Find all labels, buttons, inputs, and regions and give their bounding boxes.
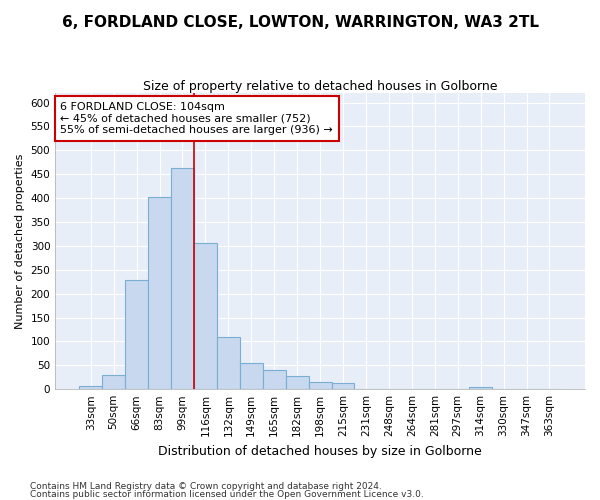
Bar bbox=[332, 384, 355, 389]
Bar bbox=[263, 370, 286, 389]
Bar bbox=[125, 280, 148, 389]
Bar bbox=[308, 382, 332, 389]
Text: 6 FORDLAND CLOSE: 104sqm
← 45% of detached houses are smaller (752)
55% of semi-: 6 FORDLAND CLOSE: 104sqm ← 45% of detach… bbox=[61, 102, 333, 135]
X-axis label: Distribution of detached houses by size in Golborne: Distribution of detached houses by size … bbox=[158, 444, 482, 458]
Y-axis label: Number of detached properties: Number of detached properties bbox=[15, 154, 25, 329]
Bar bbox=[194, 242, 217, 389]
Bar bbox=[79, 386, 102, 389]
Bar bbox=[240, 364, 263, 389]
Bar bbox=[217, 336, 240, 389]
Bar bbox=[102, 375, 125, 389]
Text: Contains public sector information licensed under the Open Government Licence v3: Contains public sector information licen… bbox=[30, 490, 424, 499]
Bar bbox=[171, 168, 194, 389]
Text: 6, FORDLAND CLOSE, LOWTON, WARRINGTON, WA3 2TL: 6, FORDLAND CLOSE, LOWTON, WARRINGTON, W… bbox=[62, 15, 539, 30]
Text: Contains HM Land Registry data © Crown copyright and database right 2024.: Contains HM Land Registry data © Crown c… bbox=[30, 482, 382, 491]
Bar bbox=[286, 376, 308, 389]
Bar bbox=[148, 196, 171, 389]
Title: Size of property relative to detached houses in Golborne: Size of property relative to detached ho… bbox=[143, 80, 497, 93]
Bar bbox=[469, 387, 492, 389]
